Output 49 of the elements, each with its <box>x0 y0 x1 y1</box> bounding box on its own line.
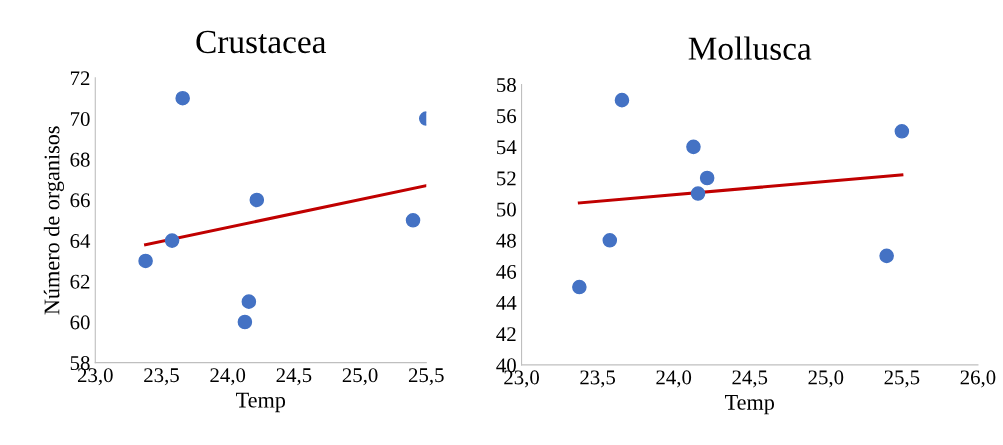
y-tick-label: 66 <box>70 193 90 208</box>
y-tick-label: 44 <box>496 296 517 310</box>
y-tick-label: 42 <box>496 327 516 341</box>
x-axis-title: Temp <box>236 392 286 413</box>
x-tick-label: 25,0 <box>808 370 844 388</box>
point <box>572 279 587 295</box>
point <box>405 212 421 228</box>
point <box>237 314 253 330</box>
point <box>879 248 894 264</box>
x-axis-title: Temp <box>725 395 775 415</box>
y-tick-label: 58 <box>70 356 90 371</box>
point <box>164 233 180 248</box>
point <box>686 139 701 155</box>
x-tick-label: 23,0 <box>77 368 113 386</box>
y-tick-label: 52 <box>497 171 516 186</box>
y-tick-label: 48 <box>496 233 516 248</box>
y-tick-label: 72 <box>70 71 90 86</box>
chart-title: Mollusca <box>688 36 812 60</box>
y-tick-label: 70 <box>70 111 90 126</box>
point <box>690 186 706 201</box>
y-tick-label: 60 <box>70 315 90 330</box>
x-tick-label: 23,5 <box>144 368 179 386</box>
y-tick-label: 64 <box>70 234 91 249</box>
x-tick-label: 26,0 <box>960 370 996 388</box>
x-tick-label: 24,5 <box>276 368 312 386</box>
y-tick-label: 54 <box>497 140 517 155</box>
x-tick-label: 24,0 <box>210 368 246 386</box>
y-tick-label: 68 <box>70 152 90 167</box>
x-tick-label: 25,0 <box>342 368 378 386</box>
x-tick-label: 25,5 <box>884 370 920 388</box>
y-tick-label: 62 <box>70 274 90 289</box>
point <box>249 192 265 208</box>
y-tick-label: 50 <box>497 202 516 217</box>
point <box>241 294 257 309</box>
y-tick-label: 46 <box>496 264 517 279</box>
point <box>175 90 190 106</box>
y-tick-label: 56 <box>497 109 517 124</box>
y-axis-title: Número de organisos <box>43 126 65 315</box>
y-tick-label: 58 <box>497 77 516 92</box>
point <box>138 253 153 269</box>
point <box>699 170 715 186</box>
x-tick-label: 24,0 <box>656 370 692 388</box>
x-tick-label: 25,5 <box>408 368 444 386</box>
point <box>602 233 618 248</box>
x-tick-label: 24,5 <box>732 370 768 388</box>
x-tick-label: 23,5 <box>580 370 616 388</box>
point <box>894 123 910 139</box>
chart-title: Crustacea <box>196 30 327 54</box>
point <box>614 92 630 108</box>
